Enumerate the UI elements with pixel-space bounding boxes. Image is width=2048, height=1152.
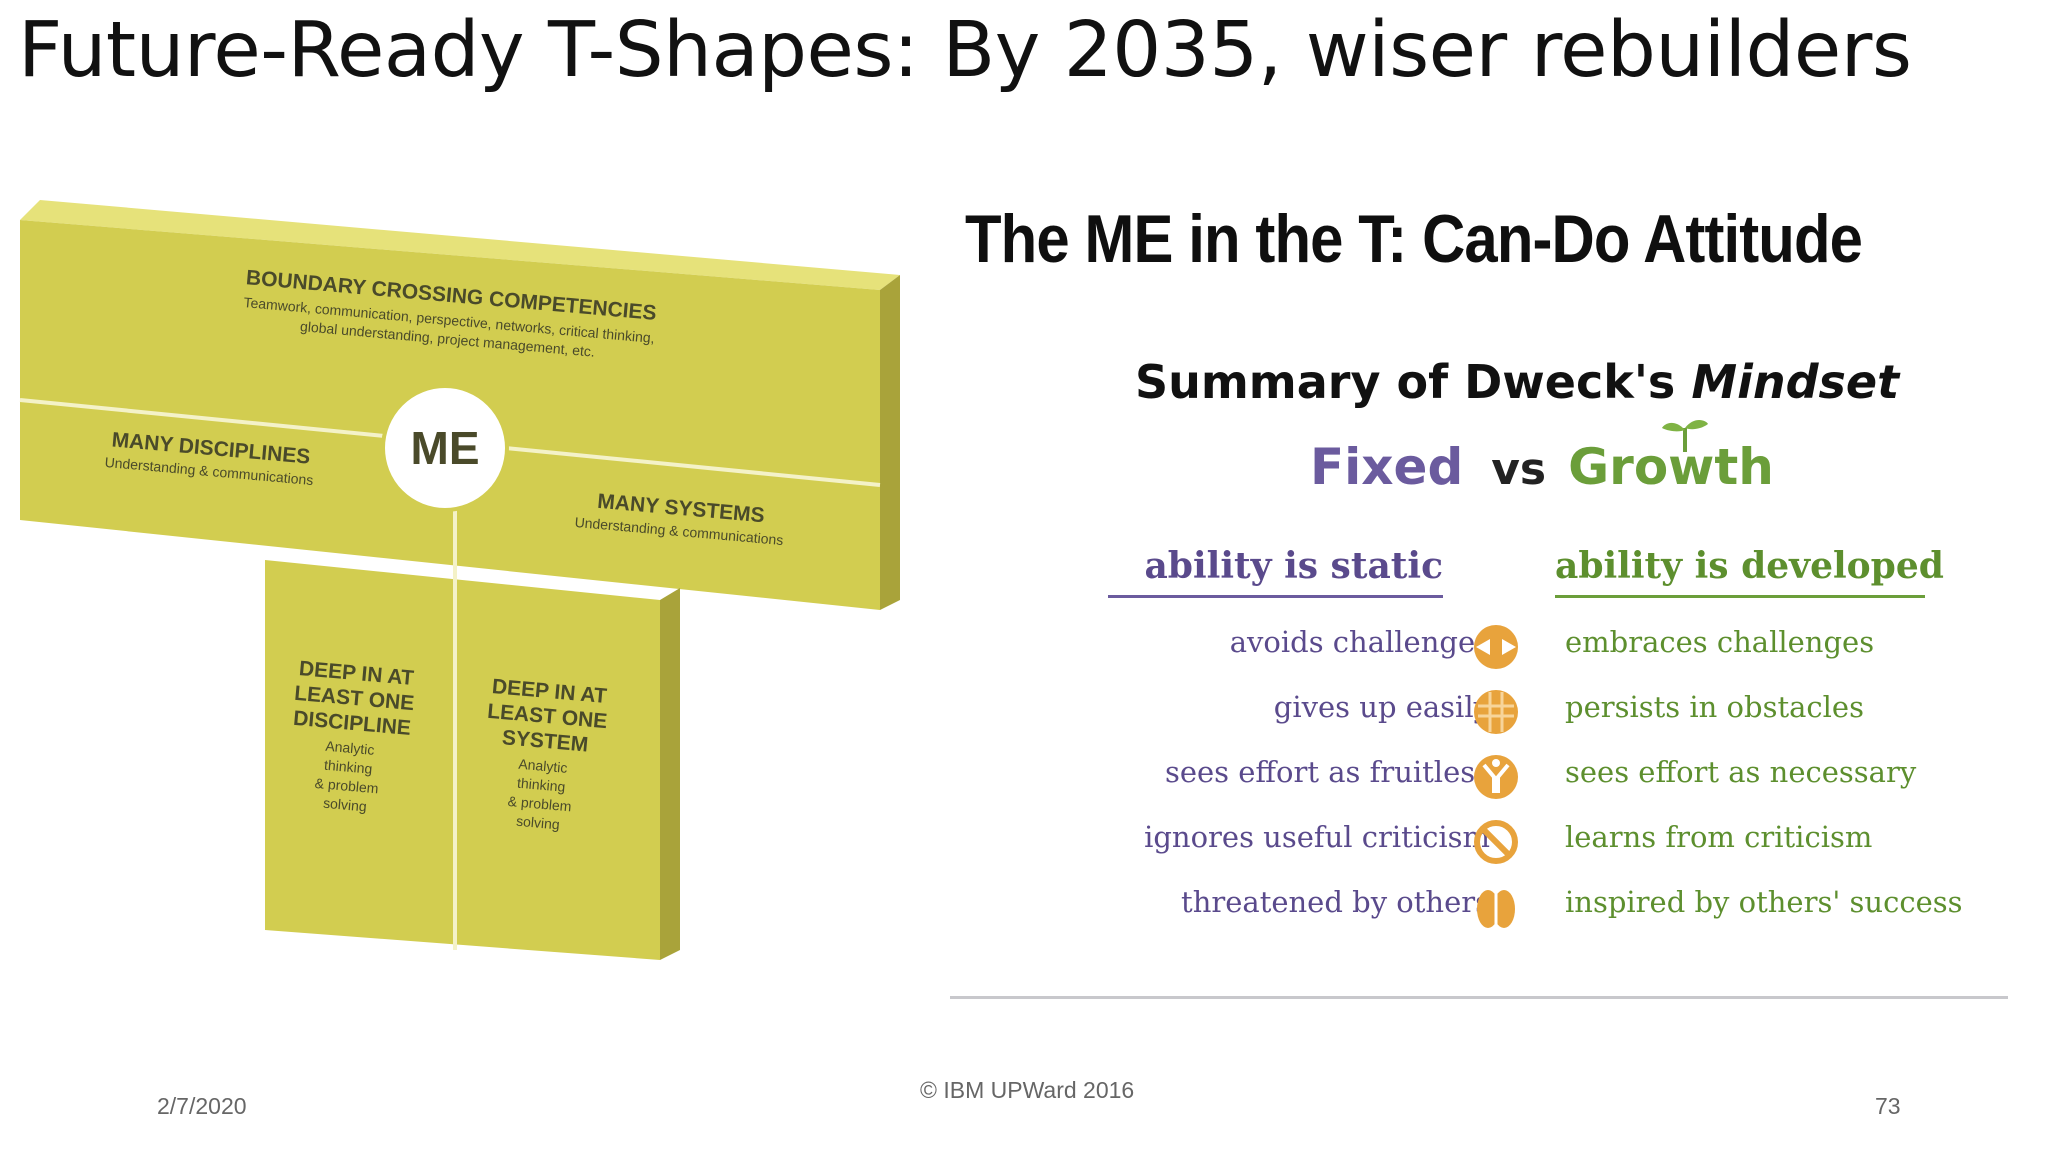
fixed-trait: sees effort as fruitless [1164,755,1490,789]
footer-date: 2/7/2020 [157,1093,247,1119]
mindset-rows: avoids challenges embraces challenges gi… [1060,625,1963,950]
fixed-column-header: ability is static [1108,545,1443,598]
growth-trait: inspired by others' success [1565,885,1963,919]
fixed-trait: ignores useful criticism [1144,820,1490,854]
t-stem-face [265,560,660,960]
deep-system-desc-2: thinking [517,775,566,795]
deep-system-desc-1: Analytic [518,756,568,776]
me-circle [381,384,509,512]
growth-text: Growth [1568,438,1774,496]
deep-discipline-desc-4: solving [323,795,368,815]
summary-prefix: Summary of Dweck's [1135,355,1692,409]
mindset-row: avoids challenges embraces challenges [1060,625,1960,690]
mindset-row: sees effort as fruitless sees effort as … [1060,755,1960,820]
summary-title: Summary of Dweck's Mindset [1135,355,1899,409]
t-top-bar-side [880,275,900,610]
t-top-bar-top-face [20,200,900,290]
growth-label: Growth [1568,420,1774,496]
growth-trait: persists in obstacles [1565,690,1864,724]
mindset-title: The ME in the T: Can-Do Attitude [965,201,1863,277]
deep-system-desc-4: solving [516,813,561,833]
sprout-icon [1662,420,1709,452]
fixed-label: Fixed [1310,438,1464,496]
fixed-trait: avoids challenges [1229,625,1490,659]
mindset-row: threatened by others inspired by others'… [1060,885,1963,950]
deep-discipline-desc-1: Analytic [325,738,375,758]
footer-copyright: © IBM UPWard 2016 [920,1077,1135,1103]
panel-divider [950,996,2008,999]
fixed-vs-growth: Fixed vs Growth [1310,420,1774,496]
deep-discipline-desc-2: thinking [324,757,373,777]
mindset-row: ignores useful criticism learns from cri… [1060,820,1960,885]
page-number: 73 [1875,1093,1901,1119]
t-stem-side [660,588,680,960]
mindset-row: gives up easily persists in obstacles [1060,690,1960,755]
t-shape-diagram: ME BOUNDARY CROSSING COMPETENCIES Teamwo… [19,190,900,980]
summary-italic: Mindset [1691,355,1900,409]
slide-title: Future-Ready T-Shapes: By 2035, wiser re… [18,6,1912,95]
growth-trait: embraces challenges [1565,625,1875,659]
effort-icon [1474,755,1518,799]
growth-trait: learns from criticism [1565,820,1873,854]
success-icon [1477,890,1515,928]
criticism-icon [1474,820,1518,864]
vs-label: vs [1491,444,1547,495]
obstacle-icon [1474,690,1518,734]
growth-trait: sees effort as necessary [1565,755,1917,789]
growth-column-header: ability is developed [1555,545,1944,598]
me-label: ME [411,422,480,474]
deep-discipline-desc-3: & problem [314,775,379,797]
fixed-trait: threatened by others [1181,885,1490,919]
deep-system-desc-3: & problem [507,793,572,815]
challenge-icon [1474,625,1518,669]
fixed-trait: gives up easily [1273,690,1490,724]
